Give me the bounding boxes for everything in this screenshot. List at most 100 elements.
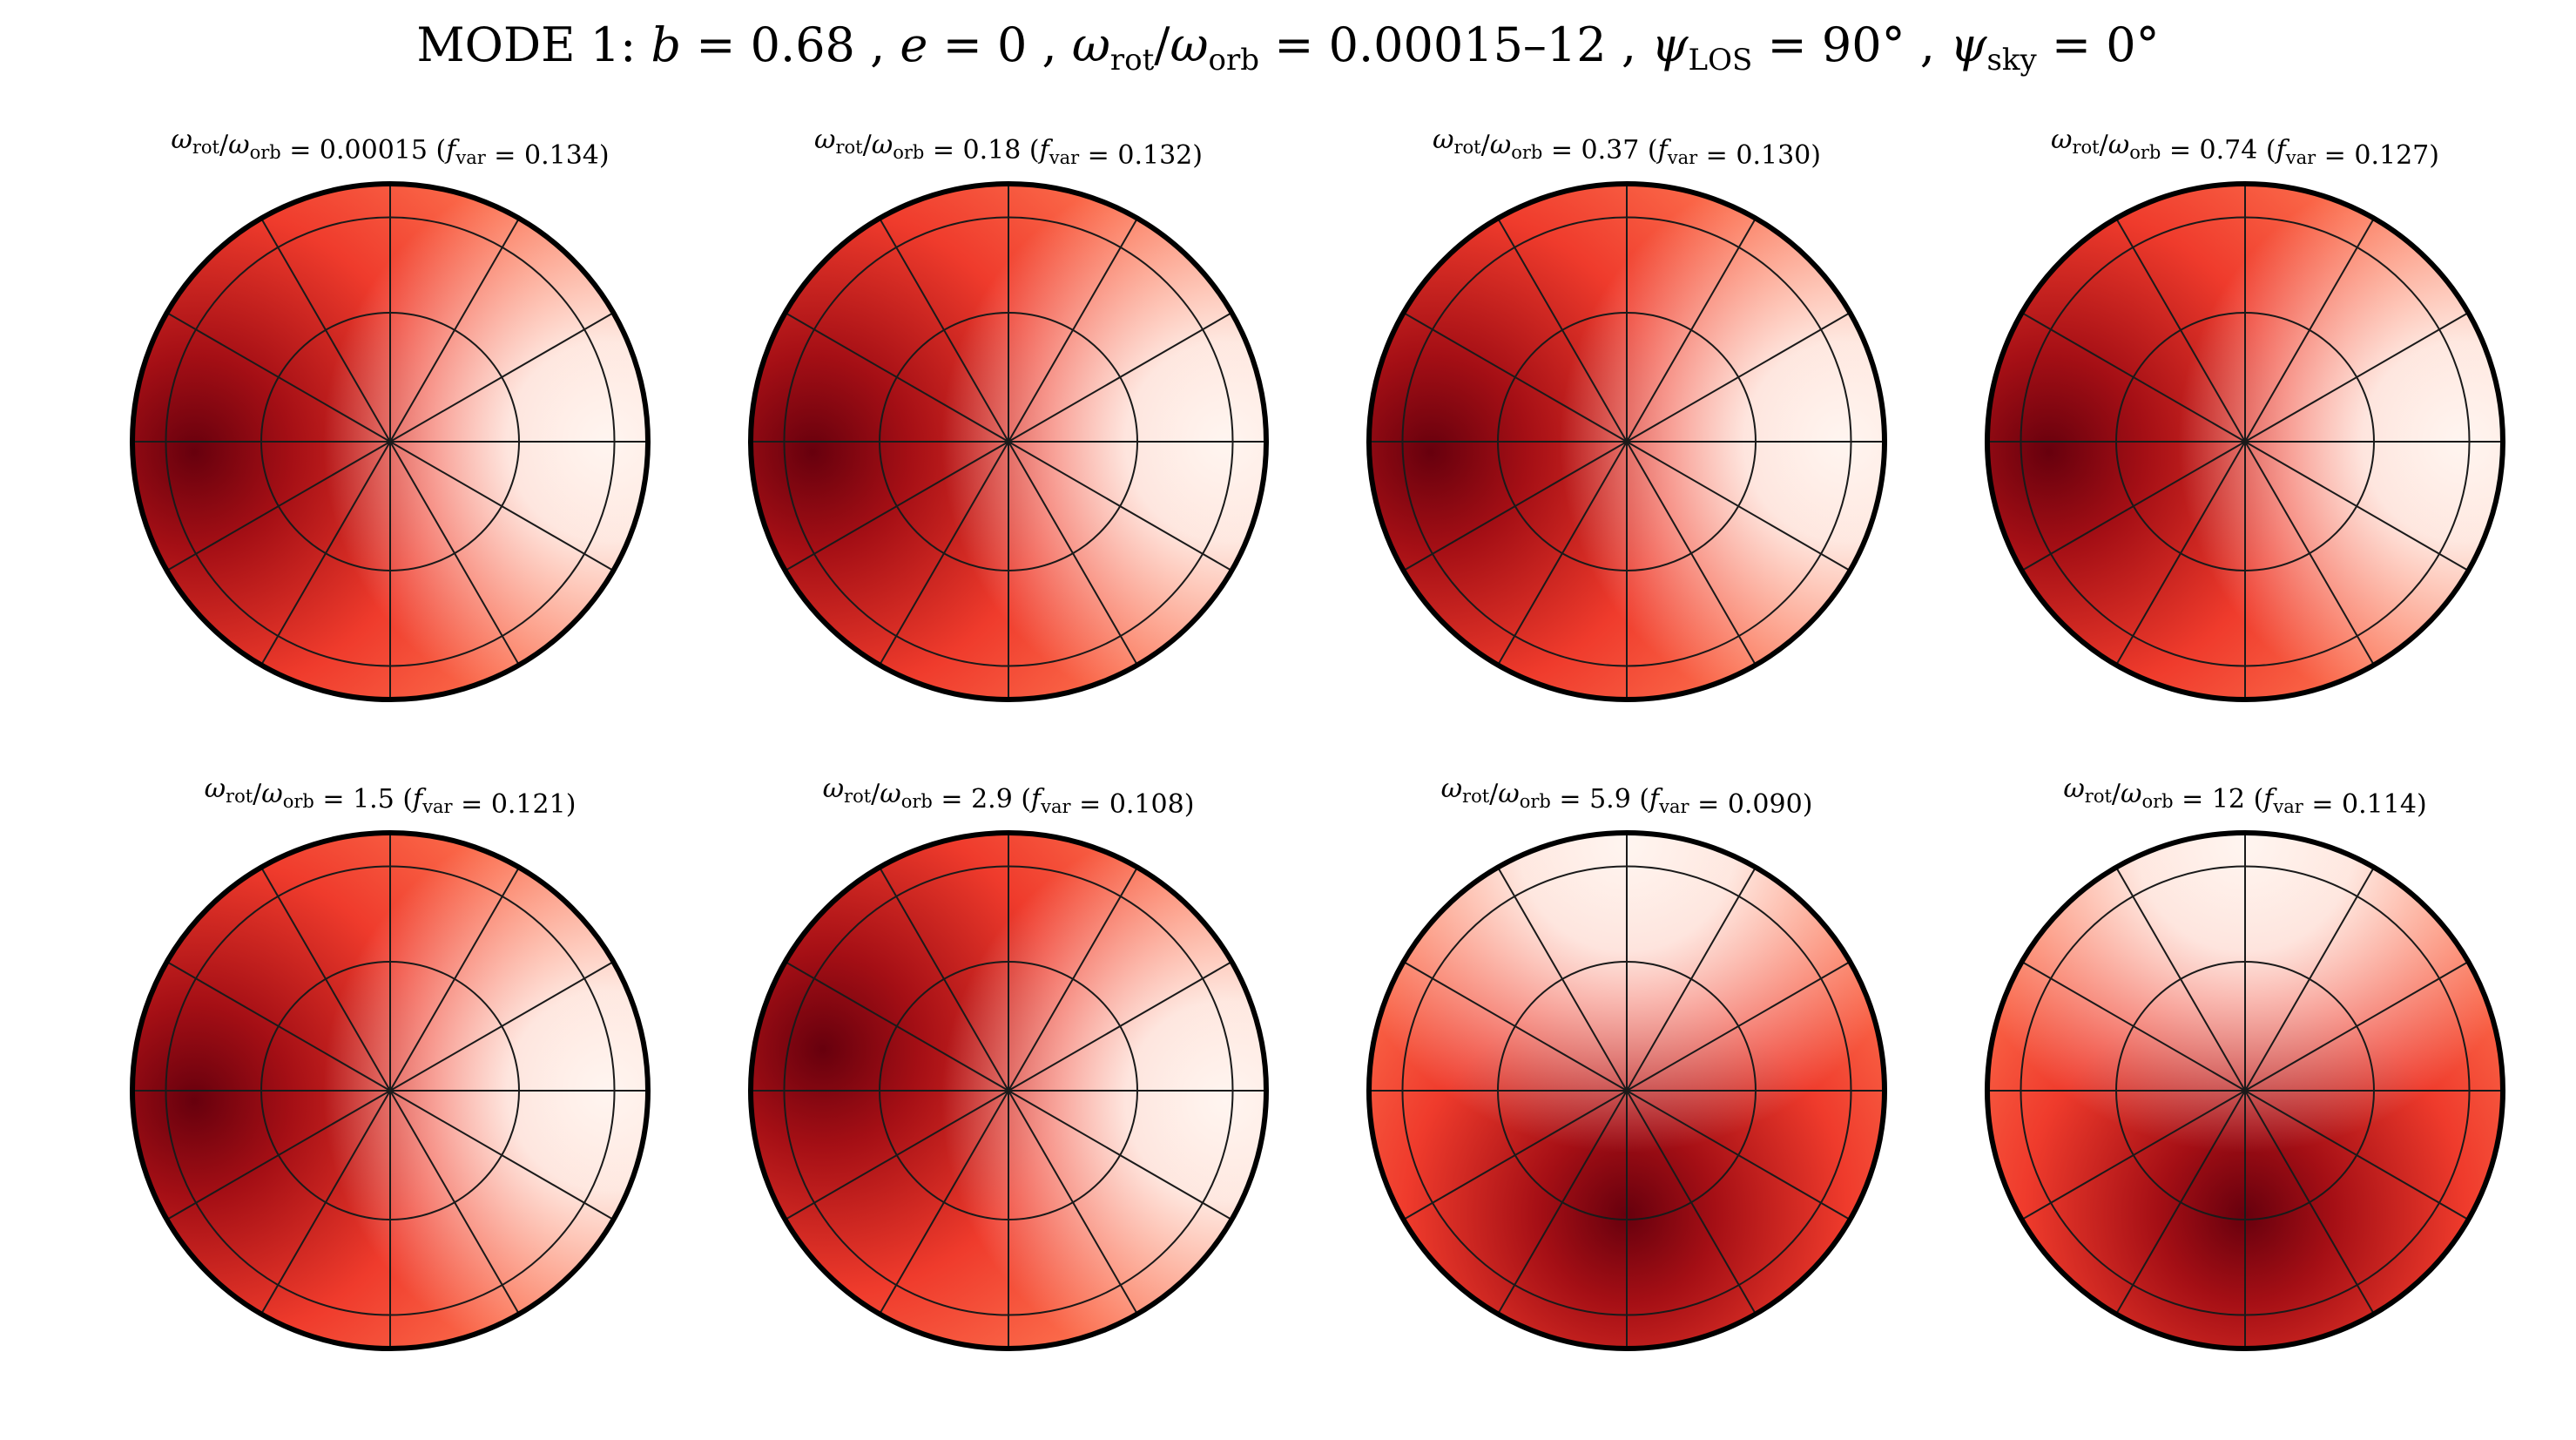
globe-panel: ωrot/ωorb = 1.5 (fvar = 0.121) (130, 774, 651, 1351)
meridian-line (2244, 961, 2469, 1092)
meridian-line (1626, 441, 1757, 666)
meridian-line (389, 867, 520, 1092)
meridian-line (389, 1090, 520, 1315)
title-mode: MODE 1: (416, 17, 636, 72)
meridian-line (1626, 867, 1757, 1092)
title-psi-los-value: 90° (1822, 17, 1905, 72)
meridian-line (1403, 1090, 1628, 1220)
panel-fvar-value: 0.132 (1117, 140, 1192, 171)
meridian-line (785, 312, 1009, 443)
meridian-line (2244, 441, 2469, 571)
meridian-line (1497, 441, 1628, 666)
meridian-line (389, 218, 520, 443)
meridian-line (2244, 867, 2375, 1092)
meridian-line (2021, 312, 2246, 443)
figure-title: MODE 1: b = 0.68 , e = 0 , ωrot/ωorb = 0… (416, 17, 2159, 78)
meridian-line (389, 441, 520, 666)
globe-outline (130, 181, 651, 702)
meridian-line (260, 867, 391, 1092)
meridian-line (2244, 1090, 2375, 1315)
meridian-line (1626, 961, 1851, 1092)
meridian-line (1626, 312, 1851, 443)
meridian-line (1497, 1090, 1628, 1315)
meridian-line (1403, 312, 1628, 443)
meridian-line (1008, 867, 1138, 1092)
globe-outline (1366, 830, 1887, 1351)
panel-grid: ωrot/ωorb = 0.00015 (fvar = 0.134) ωrot/ω… (130, 125, 2505, 1351)
meridian-line (785, 1090, 1009, 1220)
panel-fvar-value: 0.134 (524, 140, 599, 171)
title-psi-sky-value: 0° (2106, 17, 2159, 72)
meridian-line (2115, 1090, 2246, 1315)
globe-panel: ωrot/ωorb = 12 (fvar = 0.114) (1985, 774, 2505, 1351)
meridian-line (1626, 1090, 1757, 1315)
globe-outline (748, 181, 1269, 702)
meridian-line (389, 1090, 614, 1220)
meridian-line (1008, 1090, 1232, 1220)
meridian-line (389, 312, 614, 443)
panel-fvar-value: 0.121 (491, 789, 566, 820)
panel-ratio-value: 0.18 (963, 135, 1022, 166)
meridian-line (260, 218, 391, 443)
meridian-line (2244, 441, 2375, 666)
meridian-line (1497, 867, 1628, 1092)
globe-panel: ωrot/ωorb = 5.9 (fvar = 0.090) (1366, 774, 1887, 1351)
globe-outline (1366, 181, 1887, 702)
meridian-line (879, 867, 1009, 1092)
meridian-line (389, 441, 614, 571)
title-ratio-range: 0.00015–12 (1329, 17, 1607, 72)
meridian-line (2115, 867, 2246, 1092)
globe-outline (130, 830, 651, 1351)
panel-fvar-value: 0.130 (1736, 140, 1811, 171)
panel-fvar-value: 0.090 (1728, 789, 1803, 820)
meridian-line (1626, 218, 1757, 443)
globe-panel: ωrot/ωorb = 0.74 (fvar = 0.127) (1985, 125, 2505, 702)
globe-panel: ωrot/ωorb = 0.00015 (fvar = 0.134) (130, 125, 651, 702)
panel-title: ωrot/ωorb = 5.9 (fvar = 0.090) (1441, 774, 1813, 820)
meridian-line (260, 1090, 391, 1315)
panel-title: ωrot/ωorb = 0.18 (fvar = 0.132) (814, 125, 1203, 171)
panel-ratio-value: 0.00015 (320, 135, 428, 166)
meridian-line (2115, 441, 2246, 666)
panel-ratio-value: 2.9 (971, 784, 1013, 815)
meridian-line (166, 961, 391, 1092)
title-b-symbol: b (651, 17, 682, 72)
meridian-line (2115, 218, 2246, 443)
panel-title: ωrot/ωorb = 0.00015 (fvar = 0.134) (171, 125, 609, 171)
meridian-line (879, 218, 1009, 443)
globe-outline (748, 830, 1269, 1351)
globe-panel: ωrot/ωorb = 0.37 (fvar = 0.130) (1366, 125, 1887, 702)
meridian-line (1008, 441, 1138, 666)
meridian-line (1403, 441, 1628, 571)
panel-title: ωrot/ωorb = 0.74 (fvar = 0.127) (2051, 125, 2439, 171)
meridian-line (2244, 312, 2469, 443)
panel-fvar-value: 0.127 (2354, 140, 2429, 171)
meridian-line (1008, 441, 1232, 571)
panel-ratio-value: 0.74 (2200, 135, 2258, 166)
title-e-value: 0 (997, 17, 1027, 72)
meridian-line (1008, 1090, 1138, 1315)
meridian-line (1008, 312, 1232, 443)
panel-ratio-value: 12 (2212, 784, 2245, 815)
title-b-value: 0.68 (751, 17, 855, 72)
title-e-symbol: e (900, 17, 927, 72)
meridian-line (785, 441, 1009, 571)
panel-ratio-value: 0.37 (1581, 135, 1640, 166)
panel-fvar-value: 0.114 (2342, 789, 2417, 820)
meridian-line (260, 441, 391, 666)
meridian-line (389, 961, 614, 1092)
meridian-line (166, 1090, 391, 1220)
globe-panel: ωrot/ωorb = 2.9 (fvar = 0.108) (748, 774, 1269, 1351)
meridian-line (879, 1090, 1009, 1315)
meridian-line (1497, 218, 1628, 443)
globe-outline (1985, 830, 2505, 1351)
panel-title: ωrot/ωorb = 12 (fvar = 0.114) (2063, 774, 2426, 820)
meridian-line (1008, 961, 1232, 1092)
meridian-line (879, 441, 1009, 666)
meridian-line (2021, 441, 2246, 571)
meridian-line (1403, 961, 1628, 1092)
meridian-line (785, 961, 1009, 1092)
globe-panel: ωrot/ωorb = 0.18 (fvar = 0.132) (748, 125, 1269, 702)
panel-ratio-value: 5.9 (1589, 784, 1631, 815)
